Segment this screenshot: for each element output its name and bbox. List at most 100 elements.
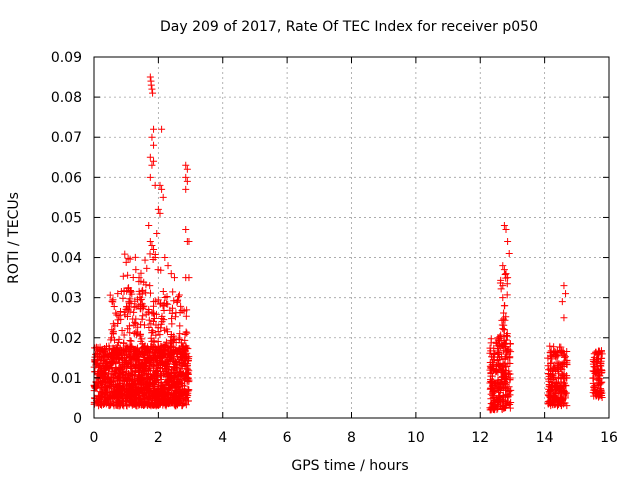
data-point bbox=[499, 294, 507, 302]
data-point bbox=[123, 375, 131, 383]
data-point bbox=[143, 264, 151, 272]
data-point bbox=[112, 370, 120, 378]
data-point bbox=[184, 397, 192, 405]
data-point bbox=[148, 327, 156, 335]
data-point bbox=[122, 258, 130, 266]
data-point bbox=[154, 296, 162, 304]
data-point bbox=[146, 382, 154, 390]
data-point bbox=[127, 288, 135, 296]
data-point bbox=[550, 343, 558, 351]
x-tick-label: 10 bbox=[407, 430, 425, 446]
data-point bbox=[550, 347, 558, 355]
data-point bbox=[502, 313, 510, 321]
data-point bbox=[506, 370, 514, 378]
data-point bbox=[121, 250, 129, 258]
data-point bbox=[150, 315, 158, 323]
data-point bbox=[496, 395, 504, 403]
data-point bbox=[134, 368, 142, 376]
y-tick-label: 0.02 bbox=[51, 331, 82, 347]
data-point bbox=[493, 384, 501, 392]
data-point bbox=[154, 401, 162, 409]
data-point bbox=[504, 274, 512, 282]
data-point bbox=[127, 398, 135, 406]
data-point bbox=[106, 382, 114, 390]
data-point bbox=[126, 329, 134, 337]
data-point bbox=[127, 300, 135, 308]
data-point bbox=[182, 225, 190, 233]
data-point bbox=[179, 381, 187, 389]
data-point bbox=[130, 308, 138, 316]
data-point bbox=[500, 266, 508, 274]
data-point bbox=[500, 302, 508, 310]
data-point bbox=[555, 400, 563, 408]
data-point bbox=[149, 89, 157, 97]
data-point bbox=[145, 371, 153, 379]
data-point bbox=[495, 391, 503, 399]
data-point bbox=[147, 402, 155, 410]
data-point bbox=[185, 378, 193, 386]
data-point bbox=[505, 383, 513, 391]
data-point bbox=[499, 359, 507, 367]
data-point bbox=[547, 366, 555, 374]
data-point bbox=[160, 384, 168, 392]
data-point bbox=[127, 387, 135, 395]
data-point bbox=[553, 395, 561, 403]
data-point bbox=[550, 393, 558, 401]
data-point bbox=[152, 310, 160, 318]
data-point bbox=[590, 374, 598, 382]
data-point bbox=[505, 367, 513, 375]
data-point bbox=[102, 350, 110, 358]
data-point bbox=[138, 315, 146, 323]
data-point bbox=[594, 371, 602, 379]
data-point bbox=[560, 282, 568, 290]
data-point bbox=[503, 291, 511, 299]
data-point bbox=[94, 379, 102, 387]
data-point bbox=[501, 344, 509, 352]
data-point bbox=[545, 399, 553, 407]
data-point bbox=[168, 320, 176, 328]
data-point bbox=[101, 373, 109, 381]
data-point bbox=[492, 338, 500, 346]
data-point bbox=[544, 354, 552, 362]
data-point bbox=[98, 392, 106, 400]
data-point bbox=[101, 387, 109, 395]
data-point bbox=[172, 309, 180, 317]
data-point bbox=[130, 351, 138, 359]
chart-title: Day 209 of 2017, Rate Of TEC Index for r… bbox=[160, 19, 538, 35]
data-point bbox=[560, 359, 568, 367]
data-point bbox=[151, 345, 159, 353]
data-point bbox=[559, 392, 567, 400]
data-point bbox=[506, 354, 514, 362]
data-point bbox=[168, 390, 176, 398]
x-tick-label: 14 bbox=[536, 430, 554, 446]
data-point bbox=[112, 401, 120, 409]
data-point bbox=[106, 399, 114, 407]
data-point bbox=[146, 238, 154, 246]
data-point bbox=[146, 73, 154, 81]
data-point bbox=[596, 362, 604, 370]
data-point bbox=[182, 161, 190, 169]
data-point bbox=[183, 177, 191, 185]
data-point bbox=[149, 363, 157, 371]
y-tick-label: 0.08 bbox=[51, 90, 82, 106]
data-point bbox=[113, 342, 121, 350]
data-point bbox=[562, 290, 570, 298]
data-point bbox=[147, 320, 155, 328]
data-point bbox=[502, 270, 510, 278]
x-tick-label: 6 bbox=[283, 430, 292, 446]
data-point bbox=[126, 358, 134, 366]
data-point bbox=[107, 334, 115, 342]
data-point bbox=[141, 256, 149, 264]
data-point bbox=[153, 357, 161, 365]
data-point bbox=[161, 349, 169, 357]
data-point bbox=[554, 370, 562, 378]
x-tick-label: 12 bbox=[471, 430, 489, 446]
data-point bbox=[183, 376, 191, 384]
data-point bbox=[180, 307, 188, 315]
y-tick-label: 0.03 bbox=[51, 291, 82, 307]
data-point bbox=[92, 361, 100, 369]
data-point bbox=[153, 400, 161, 408]
data-point bbox=[153, 377, 161, 385]
data-point bbox=[493, 405, 501, 413]
data-point bbox=[177, 376, 185, 384]
